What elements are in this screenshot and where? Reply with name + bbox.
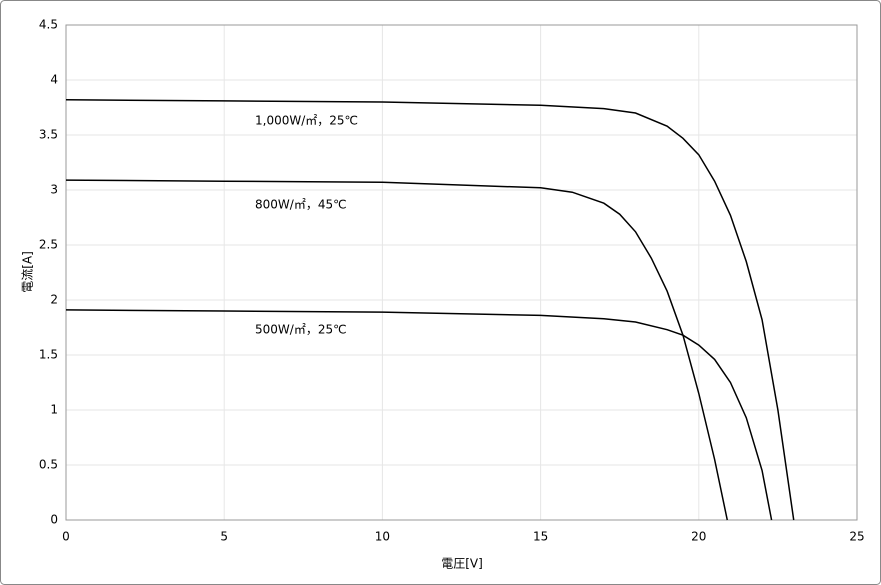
line xyxy=(65,179,729,521)
x-tick-label: 10 xyxy=(375,530,390,544)
y-tick-label: 0.5 xyxy=(39,458,58,472)
x-tick-label: 5 xyxy=(220,530,228,544)
y-tick-label: 4 xyxy=(50,73,58,87)
y-tick-label: 1 xyxy=(50,403,58,417)
y-tick-label: 2.5 xyxy=(39,238,58,252)
line xyxy=(65,99,795,521)
x-tick-label: 0 xyxy=(62,530,70,544)
plot-area xyxy=(65,24,858,521)
y-tick-label: 1.5 xyxy=(39,348,58,362)
series-label: 500W/㎡，25℃ xyxy=(255,323,347,337)
x-axis-label: 電圧[V] xyxy=(441,557,483,571)
x-tick-label: 20 xyxy=(691,530,706,544)
y-tick-label: 3 xyxy=(50,183,58,197)
series-label: 1,000W/㎡，25℃ xyxy=(255,114,358,128)
y-tick-label: 0 xyxy=(50,513,58,527)
x-tick-label: 15 xyxy=(533,530,548,544)
y-tick-label: 4.5 xyxy=(39,18,58,32)
y-tick-label: 3.5 xyxy=(39,128,58,142)
line xyxy=(65,309,773,521)
y-axis-label: 電流[A] xyxy=(21,251,35,293)
x-tick-label: 25 xyxy=(849,530,864,544)
series-label: 800W/㎡，45℃ xyxy=(255,198,347,212)
y-tick-label: 2 xyxy=(50,293,58,307)
